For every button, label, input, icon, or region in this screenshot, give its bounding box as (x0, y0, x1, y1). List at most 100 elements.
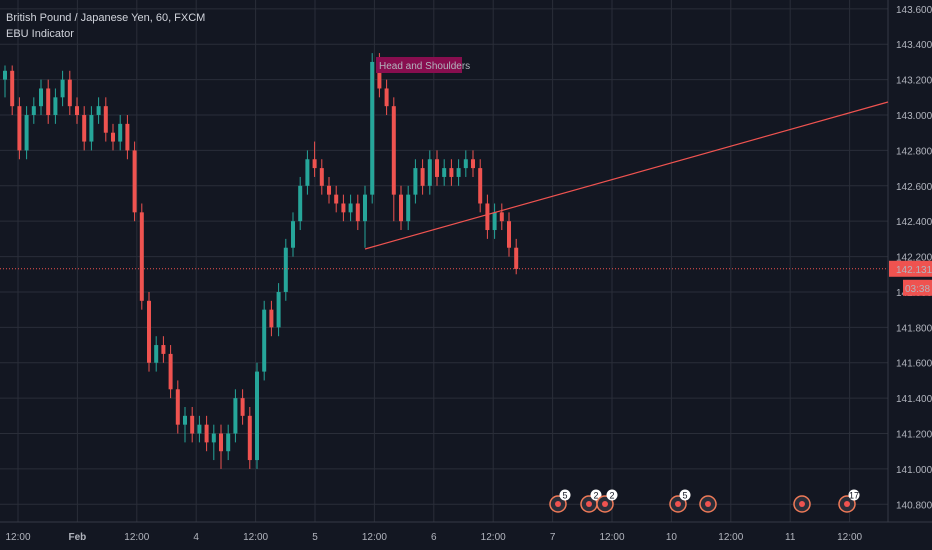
event-marker-dot (586, 501, 592, 507)
pattern-annotation-label: Head and Shoulders (379, 61, 470, 72)
candle-body (3, 70, 7, 80)
candle-body (355, 203, 360, 222)
candle-body (435, 159, 439, 177)
candle-body (17, 106, 22, 151)
event-marker-dot (675, 501, 681, 507)
candle-body (197, 424, 202, 434)
x-tick-label: 12:00 (718, 532, 743, 543)
symbol-title: British Pound / Japanese Yen, 60, FXCM (6, 12, 206, 24)
candle-body (341, 203, 346, 213)
candle-body (139, 212, 144, 301)
candle-body (463, 159, 468, 169)
y-tick-label: 141.800 (896, 323, 932, 334)
neckline-trendline (364, 101, 889, 250)
candle-body (276, 291, 281, 328)
y-tick-label: 143.400 (896, 40, 932, 51)
candle-body (247, 415, 252, 461)
last-price-badge (889, 260, 932, 277)
candle-body (442, 168, 447, 177)
event-count-badge (679, 489, 691, 501)
candle-body (363, 194, 367, 222)
candle-body (204, 424, 209, 443)
y-tick-label: 141.600 (896, 359, 932, 370)
y-tick-label: 143.600 (896, 5, 932, 16)
candle-body (413, 168, 418, 195)
event-count-label: 2 (609, 491, 614, 501)
x-tick-label: 12:00 (124, 532, 149, 543)
y-tick-label: 142.600 (896, 182, 932, 193)
event-marker-dot (705, 501, 711, 507)
candle-body (478, 168, 483, 204)
event-count-badge (606, 489, 618, 501)
event-count-badge (590, 489, 602, 501)
x-tick-label: 10 (666, 532, 678, 543)
event-count-label: 17 (849, 491, 859, 501)
candle-body (183, 415, 187, 425)
y-tick-label: 143.200 (896, 76, 932, 87)
event-count-label: 2 (593, 491, 598, 501)
x-tick-label: 12:00 (481, 532, 506, 543)
candle-body (118, 123, 123, 142)
candle-body (132, 150, 137, 213)
countdown-badge (903, 279, 932, 296)
candle-body (406, 194, 411, 222)
candle-body (291, 221, 295, 248)
candle-body (327, 185, 331, 195)
candle-body (391, 106, 396, 195)
y-tick-label: 141.000 (896, 465, 932, 476)
indicator-label: EBU Indicator (6, 28, 74, 40)
x-tick-label: 6 (431, 532, 437, 543)
candle-body (24, 115, 29, 151)
candle-body (348, 203, 353, 213)
event-marker-dot (799, 501, 805, 507)
candle-body (456, 168, 461, 177)
candle-body (111, 132, 115, 142)
candle-body (305, 159, 310, 186)
event-count-label: 5 (682, 491, 687, 501)
countdown-label: 03:38 (905, 284, 930, 295)
candle-body (262, 309, 267, 372)
candle-body (103, 106, 108, 133)
candle-body (420, 168, 425, 186)
candle-body (154, 345, 159, 363)
candle-body (384, 88, 389, 107)
y-tick-label: 142.200 (896, 253, 932, 264)
y-tick-label: 141.200 (896, 430, 932, 441)
candle-body (255, 371, 259, 461)
candle-body (211, 433, 216, 443)
candle-body (399, 194, 403, 222)
candle-body (226, 433, 231, 452)
x-tick-label: 12:00 (362, 532, 387, 543)
candle-body (89, 115, 94, 142)
candle-body (283, 247, 288, 292)
candle-body (46, 88, 51, 116)
candle-body (219, 433, 223, 452)
candle-body (125, 123, 130, 151)
candle-body (67, 79, 72, 107)
candle-body (96, 106, 101, 116)
y-tick-label: 142.400 (896, 217, 932, 228)
x-tick-label: Feb (69, 532, 87, 543)
candle-body (377, 61, 382, 89)
candle-body (175, 389, 180, 425)
candle-body (427, 159, 432, 186)
candle-body (147, 300, 151, 363)
candle-body (312, 159, 317, 169)
x-tick-label: 5 (312, 532, 318, 543)
candle-body (514, 247, 519, 269)
candle-body (240, 398, 245, 416)
x-tick-label: 12:00 (5, 532, 30, 543)
candle-body (485, 203, 490, 231)
candle-body (319, 168, 324, 186)
candle-body (168, 353, 173, 390)
x-tick-label: 12:00 (837, 532, 862, 543)
y-tick-label: 143.000 (896, 111, 932, 122)
x-tick-label: 12:00 (243, 532, 268, 543)
candle-body (10, 70, 15, 107)
candle-body (492, 212, 497, 231)
event-marker-dot (602, 501, 608, 507)
candle-body (471, 159, 475, 169)
y-tick-label: 141.400 (896, 394, 932, 405)
